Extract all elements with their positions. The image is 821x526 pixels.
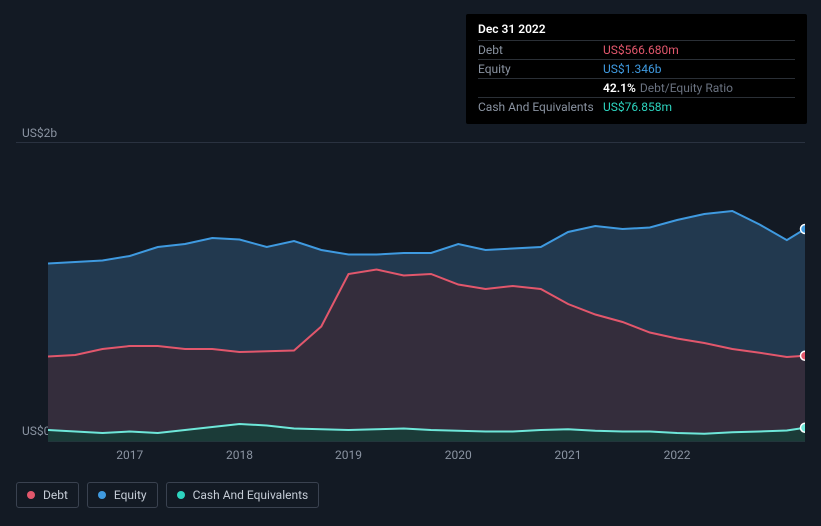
tooltip-ratio-label: Debt/Equity Ratio — [640, 81, 733, 95]
tooltip-label-ratio — [478, 81, 603, 95]
end-marker-cash-and-equivalents — [801, 423, 806, 432]
ylabel-bottom: US$0 — [22, 424, 50, 438]
ylabel-top: US$2b — [22, 126, 57, 140]
legend-label: Equity — [114, 488, 147, 502]
end-marker-debt — [801, 351, 806, 360]
tooltip-label-debt: Debt — [478, 43, 603, 57]
tooltip-value-ratio: 42.1% Debt/Equity Ratio — [603, 81, 795, 95]
legend-dot-icon — [98, 491, 106, 499]
tooltip-row-cash: Cash And Equivalents US$76.858m — [478, 97, 795, 116]
tooltip-value-debt: US$566.680m — [603, 43, 795, 57]
xtick-2017: 2017 — [116, 448, 143, 462]
legend-label: Debt — [43, 488, 68, 502]
x-axis: 2017 2018 2019 2020 2021 2022 — [48, 448, 805, 468]
xtick-2021: 2021 — [555, 448, 582, 462]
end-marker-equity — [801, 225, 806, 234]
legend-item-equity[interactable]: Equity — [87, 482, 158, 508]
xtick-2018: 2018 — [226, 448, 253, 462]
legend-label: Cash And Equivalents — [193, 488, 309, 502]
legend-dot-icon — [27, 491, 35, 499]
legend-dot-icon — [177, 491, 185, 499]
tooltip-ratio-pct: 42.1% — [603, 81, 636, 95]
tooltip-box: Dec 31 2022 Debt US$566.680m Equity US$1… — [466, 14, 807, 124]
tooltip-date: Dec 31 2022 — [478, 22, 795, 40]
legend: Debt Equity Cash And Equivalents — [16, 482, 319, 508]
tooltip-label-cash: Cash And Equivalents — [478, 100, 603, 114]
legend-item-cash-and-equivalents[interactable]: Cash And Equivalents — [166, 482, 320, 508]
tooltip-row-ratio: 42.1% Debt/Equity Ratio — [478, 78, 795, 97]
xtick-2019: 2019 — [335, 448, 362, 462]
xtick-2020: 2020 — [445, 448, 472, 462]
tooltip-row-equity: Equity US$1.346b — [478, 59, 795, 78]
xtick-2022: 2022 — [664, 448, 691, 462]
tooltip-value-equity: US$1.346b — [603, 62, 795, 76]
tooltip-label-equity: Equity — [478, 62, 603, 76]
tooltip-value-cash: US$76.858m — [603, 100, 795, 114]
chart-area[interactable] — [48, 142, 805, 442]
tooltip-row-debt: Debt US$566.680m — [478, 40, 795, 59]
legend-item-debt[interactable]: Debt — [16, 482, 79, 508]
area-chart-svg — [48, 142, 805, 442]
